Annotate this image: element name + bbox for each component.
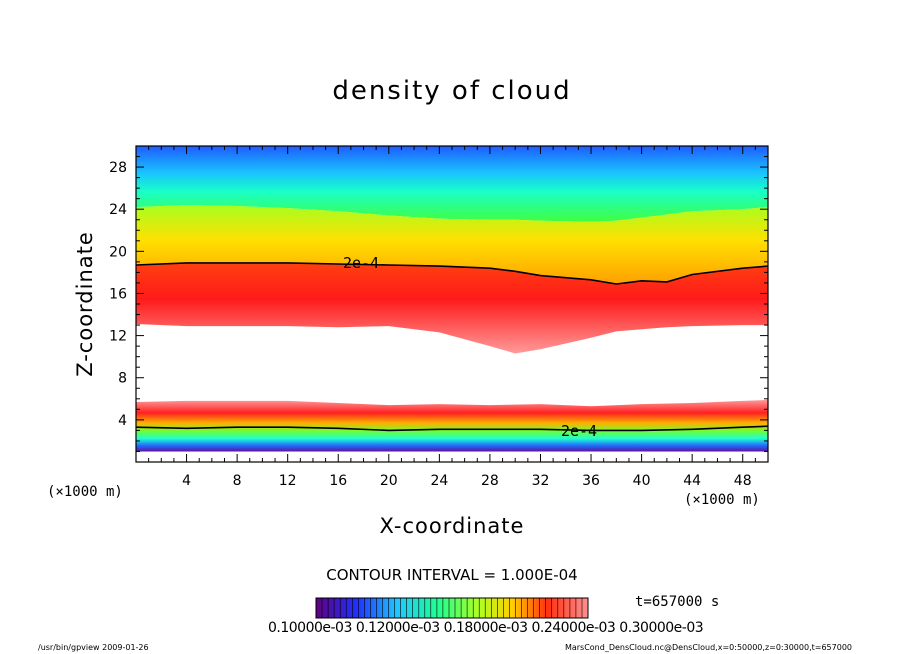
y-axis-label: Z-coordinate (73, 231, 97, 377)
contour-line-lower (136, 425, 768, 432)
y-tick-label: 28 (109, 160, 127, 176)
x-tick-label: 24 (430, 473, 448, 489)
y-tick-label: 8 (118, 371, 127, 387)
y-axis: 4 8 12 16 20 24 28 (109, 156, 768, 452)
contour-interval-text: CONTOUR INTERVAL = 1.000E-04 (326, 566, 578, 584)
y-tick-label: 24 (109, 202, 127, 218)
x-axis: 4 8 12 16 20 24 28 32 36 40 44 48 (148, 146, 756, 489)
x-tick-label: 16 (329, 473, 347, 489)
contour-label-lower: 2e-4 (561, 422, 597, 440)
x-tick-label: 32 (532, 473, 550, 489)
y-tick-label: 16 (109, 286, 127, 302)
x-unit-label-left: (×1000 m) (47, 484, 123, 500)
x-tick-label: 12 (279, 473, 297, 489)
cloud-band-upper-blue (136, 146, 768, 222)
x-tick-label: 36 (582, 473, 600, 489)
colorbar (315, 597, 589, 619)
colorbar-labels: 0.10000e-03 0.12000e-03 0.18000e-03 0.24… (268, 620, 704, 636)
plot-area (136, 146, 768, 452)
x-unit-label-right: (×1000 m) (684, 492, 760, 508)
contour-line-upper (136, 262, 768, 285)
cloud-band-upper-yellow (136, 205, 768, 284)
svg-text:2e-4: 2e-4 (343, 254, 379, 272)
cloud-band-lower (136, 399, 768, 452)
colorbar-ticks (315, 598, 589, 618)
footer-right-text: MarsCond_DensCloud.nc@DensCloud,x=0:5000… (564, 643, 852, 652)
footer-left-text: /usr/bin/gpview 2009-01-26 (38, 643, 149, 652)
x-tick-label: 20 (380, 473, 398, 489)
contour-label-upper: 2e-4 (343, 254, 379, 272)
chart-title: density of cloud (332, 76, 572, 106)
x-tick-label: 4 (182, 473, 191, 489)
y-tick-label: 4 (118, 413, 127, 429)
time-label: t=657000 s (635, 594, 720, 610)
x-axis-label: X-coordinate (379, 514, 525, 538)
x-tick-label: 48 (734, 473, 752, 489)
x-tick-label: 40 (633, 473, 651, 489)
x-tick-label: 44 (683, 473, 701, 489)
svg-text:2e-4: 2e-4 (561, 422, 597, 440)
y-tick-label: 12 (109, 329, 127, 345)
x-tick-label: 28 (481, 473, 499, 489)
y-tick-label: 20 (109, 244, 127, 260)
x-tick-label: 8 (233, 473, 242, 489)
cloud-band-upper-red (136, 262, 768, 354)
